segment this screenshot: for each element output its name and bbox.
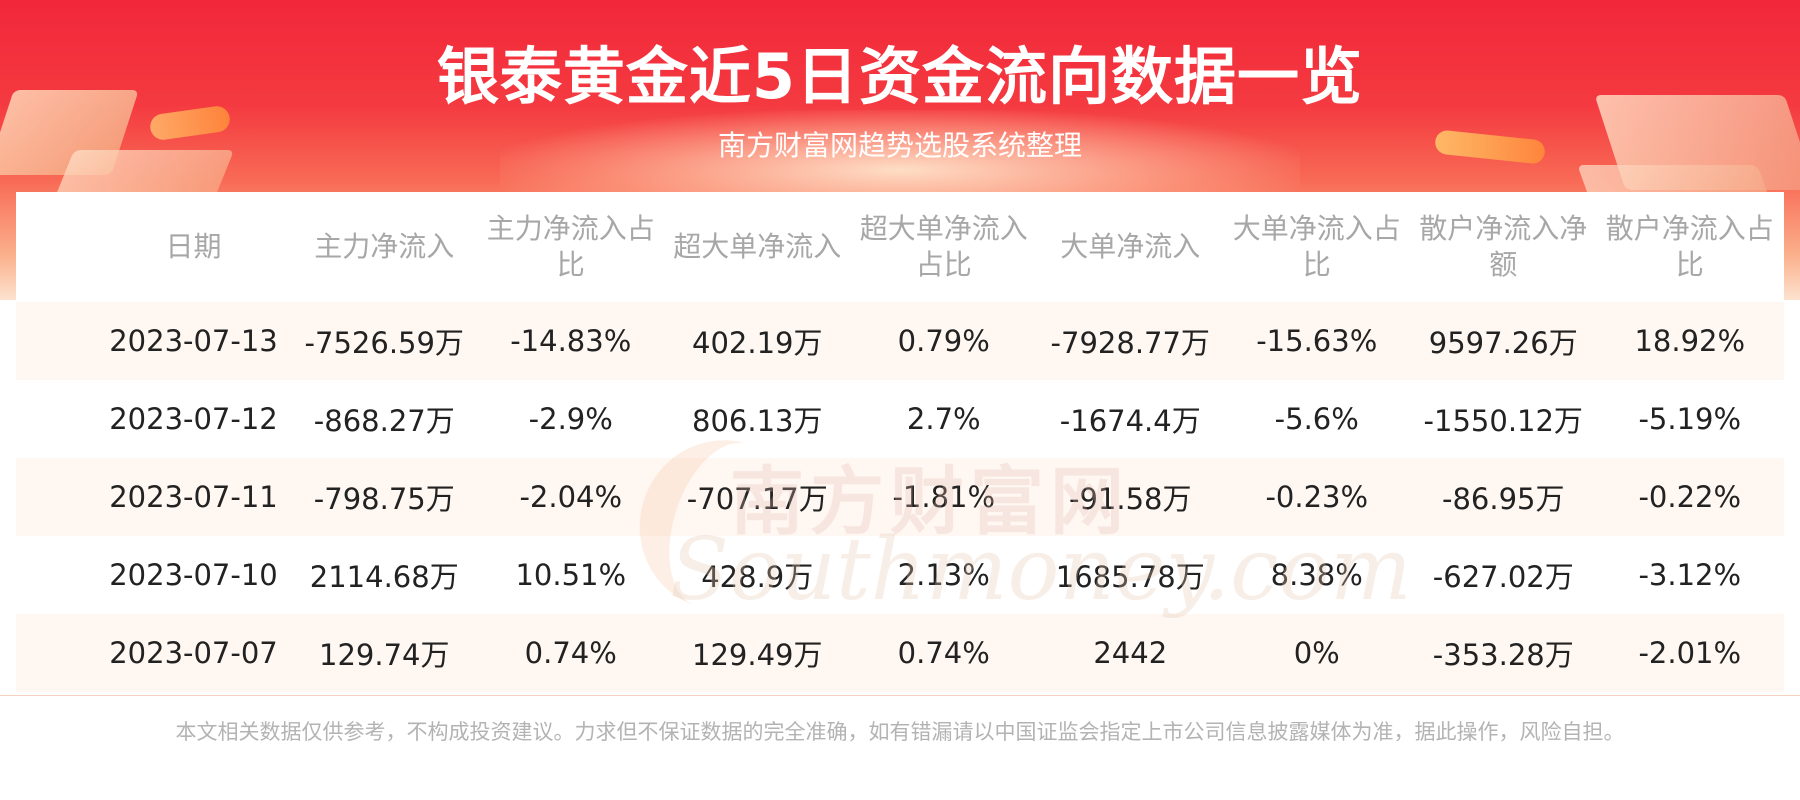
table-row: 2023-07-07 129.74万 0.74% 129.49万 0.74% 2442 0%…: [16, 614, 1784, 692]
value-cell: 2114.68万: [309, 560, 459, 594]
value-cell: -2.01%: [1638, 636, 1742, 670]
date-cell: 2023-07-11: [109, 480, 278, 514]
footer-divider: [0, 695, 1800, 696]
table-header-row: 日期 主力净流入 主力净流入占比 超大单净流入 超大单净流入占比 大单净流入 大单净流入占比…: [16, 192, 1784, 302]
value-cell: 129.49万: [692, 638, 823, 672]
value-cell: -14.83%: [510, 324, 632, 358]
value-cell: -798.75万: [313, 482, 455, 516]
value-cell: -1.81%: [892, 480, 996, 514]
date-cell: 2023-07-13: [109, 324, 278, 358]
value-cell: -7526.59万: [304, 326, 464, 360]
value-cell: -2.9%: [528, 402, 613, 436]
value-cell: -3.12%: [1638, 558, 1742, 592]
value-cell: -5.19%: [1638, 402, 1742, 436]
date-cell: 2023-07-10: [109, 558, 278, 592]
value-cell: -868.27万: [313, 404, 455, 438]
value-cell: 2.13%: [897, 558, 990, 592]
value-cell: -2.04%: [519, 480, 623, 514]
value-cell: 10.51%: [515, 558, 627, 592]
column-header: 主力净流入: [314, 230, 455, 263]
value-cell: -7928.77万: [1050, 326, 1210, 360]
table-row: 2023-07-12 -868.27万 -2.9% 806.13万 2.7% -1674.…: [16, 380, 1784, 458]
value-cell: 1685.78万: [1055, 560, 1205, 594]
value-cell: -707.17万: [686, 482, 828, 516]
page-title: 银泰黄金近5日资金流向数据一览: [436, 40, 1364, 113]
value-cell: -627.02万: [1432, 560, 1574, 594]
value-cell: 129.74万: [319, 638, 450, 672]
value-cell: 428.9万: [701, 560, 814, 594]
page-subtitle: 南方财富网趋势选股系统整理: [717, 129, 1082, 162]
footer-disclaimer: 本文相关数据仅供参考，不构成投资建议。力求但不保证数据的完全准确，如有错漏请以中…: [175, 720, 1625, 744]
value-cell: 806.13万: [692, 404, 823, 438]
date-cell: 2023-07-12: [109, 402, 278, 436]
column-header: 散户净流入净额: [1419, 212, 1588, 281]
value-cell: 0%: [1293, 636, 1340, 670]
value-cell: 8.38%: [1270, 558, 1363, 592]
value-cell: 0.79%: [897, 324, 990, 358]
value-cell: 2.7%: [906, 402, 981, 436]
column-header: 大单净流入: [1060, 230, 1201, 263]
value-cell: 0.74%: [897, 636, 990, 670]
value-cell: -1550.12万: [1423, 404, 1583, 438]
fund-flow-table: 日期 主力净流入 主力净流入占比 超大单净流入 超大单净流入占比 大单净流入 大单净流入占比…: [16, 192, 1784, 692]
value-cell: -15.63%: [1256, 324, 1378, 358]
table-body: 2023-07-13 -7526.59万 -14.83% 402.19万 0.79% -7…: [16, 302, 1784, 692]
value-cell: 2442: [1093, 636, 1168, 670]
value-cell: 9597.26万: [1428, 326, 1578, 360]
value-cell: -5.6%: [1274, 402, 1359, 436]
date-cell: 2023-07-07: [109, 636, 278, 670]
value-cell: 0.74%: [524, 636, 617, 670]
column-header: 超大单净流入占比: [859, 212, 1028, 281]
column-header: 超大单净流入: [673, 230, 842, 263]
value-cell: -1674.4万: [1059, 404, 1201, 438]
column-header: 主力净流入占比: [486, 212, 655, 281]
value-cell: 18.92%: [1634, 324, 1746, 358]
column-header: 日期: [165, 230, 222, 263]
value-cell: -0.23%: [1265, 480, 1369, 514]
column-header: 大单净流入占比: [1232, 212, 1401, 281]
value-cell: -86.95万: [1442, 482, 1565, 516]
value-cell: 402.19万: [692, 326, 823, 360]
value-cell: -353.28万: [1432, 638, 1574, 672]
value-cell: -91.58万: [1069, 482, 1192, 516]
table-row: 2023-07-11 -798.75万 -2.04% -707.17万 -1.81% -9…: [16, 458, 1784, 536]
column-header: 散户净流入占比: [1605, 212, 1774, 281]
table-row: 2023-07-13 -7526.59万 -14.83% 402.19万 0.79% -7…: [16, 302, 1784, 380]
table-row: 2023-07-10 2114.68万 10.51% 428.9万 2.13% 1685.…: [16, 536, 1784, 614]
value-cell: -0.22%: [1638, 480, 1742, 514]
